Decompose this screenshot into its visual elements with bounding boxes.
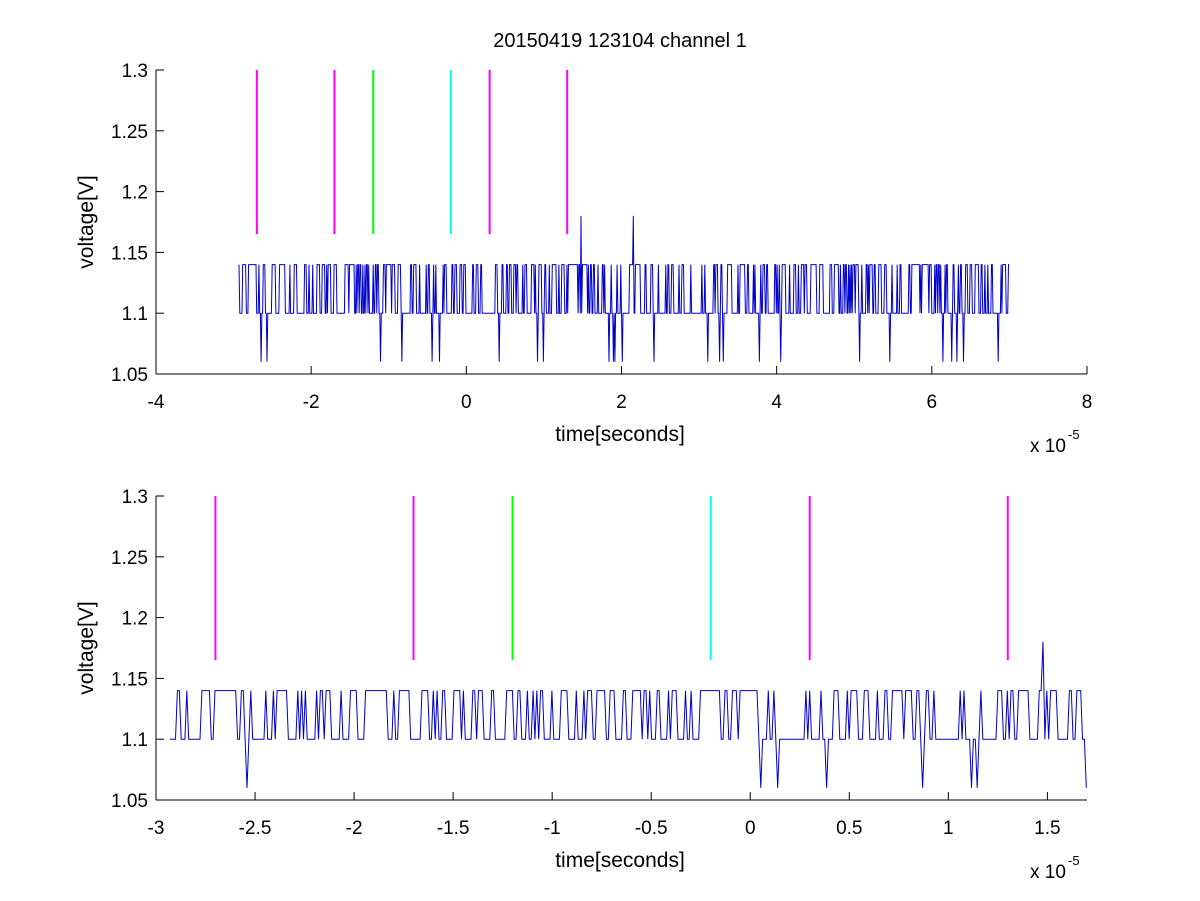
top-y-tick-label: 1.25 <box>111 122 148 143</box>
top-x-tick-label: 6 <box>927 392 938 413</box>
bottom-x-tick-label: -2 <box>346 818 363 839</box>
top-y-tick-label: 1.05 <box>111 365 148 386</box>
bottom-signal-trace <box>169 641 1087 788</box>
bottom-x-tick-label: 0.5 <box>836 818 862 839</box>
top-x-tick-label: -2 <box>303 392 320 413</box>
top-x-tick-label: 0 <box>461 392 472 413</box>
bottom-x-tick-label: 1 <box>943 818 954 839</box>
bottom-x-tick-label: -0.5 <box>635 818 668 839</box>
bottom-x-ticks: -3 -2.5 -2 -1.5 -1 -0.5 0 0.5 1 1.5 <box>148 792 1061 839</box>
top-y-tick-label: 1.2 <box>122 183 148 204</box>
bottom-y-tick-label: 1.25 <box>111 548 148 569</box>
bottom-x-scale-label: x 10 <box>1030 862 1066 883</box>
top-markers <box>255 70 569 235</box>
top-subplot: 20150419 123104 channel 1 -4 -2 0 2 4 6 8 1.05… <box>75 30 1092 457</box>
top-x-scale-label: x 10 <box>1030 436 1066 457</box>
bottom-axes <box>155 496 1087 801</box>
bottom-x-tick-label: 0 <box>745 818 756 839</box>
bottom-x-tick-label: -3 <box>148 818 165 839</box>
top-x-tick-label: 2 <box>616 392 627 413</box>
bottom-y-tick-label: 1.3 <box>122 487 148 508</box>
top-x-tick-label: 8 <box>1082 392 1093 413</box>
top-axes <box>155 70 1087 375</box>
bottom-y-tick-label: 1.2 <box>122 609 148 630</box>
bottom-y-tick-label: 1.05 <box>111 791 148 812</box>
top-y-axis-label: voltage[V] <box>75 175 98 268</box>
top-x-ticks: -4 -2 0 2 4 6 8 <box>148 366 1093 413</box>
top-y-tick-label: 1.3 <box>122 61 148 82</box>
bottom-y-ticks: 1.05 1.1 1.15 1.2 1.25 1.3 <box>111 487 164 812</box>
bottom-markers <box>214 496 1009 661</box>
top-y-tick-label: 1.15 <box>111 243 148 264</box>
bottom-signal <box>169 641 1087 788</box>
bottom-x-tick-label: -2.5 <box>239 818 272 839</box>
bottom-x-tick-label: -1 <box>544 818 561 839</box>
bottom-x-scale-exponent: -5 <box>1068 853 1080 868</box>
top-y-ticks: 1.05 1.1 1.15 1.2 1.25 1.3 <box>111 61 164 386</box>
bottom-x-tick-label: 1.5 <box>1034 818 1060 839</box>
bottom-y-tick-label: 1.15 <box>111 669 148 690</box>
top-x-tick-label: 4 <box>771 392 782 413</box>
bottom-subplot: -3 -2.5 -2 -1.5 -1 -0.5 0 0.5 1 1.5 1.051.11.151.… <box>75 487 1087 883</box>
top-signal <box>238 215 1010 362</box>
top-signal-trace <box>238 215 1010 362</box>
top-x-tick-label: -4 <box>148 392 165 413</box>
bottom-y-axis-label: voltage[V] <box>75 601 98 694</box>
top-y-tick-label: 1.1 <box>122 304 148 325</box>
bottom-y-tick-label: 1.1 <box>122 730 148 751</box>
top-x-scale-exponent: -5 <box>1068 427 1080 442</box>
top-x-axis-label: time[seconds] <box>555 423 685 446</box>
bottom-x-axis-label: time[seconds] <box>555 849 685 872</box>
chart-title: 20150419 123104 channel 1 <box>493 30 747 52</box>
bottom-x-tick-label: -1.5 <box>437 818 470 839</box>
